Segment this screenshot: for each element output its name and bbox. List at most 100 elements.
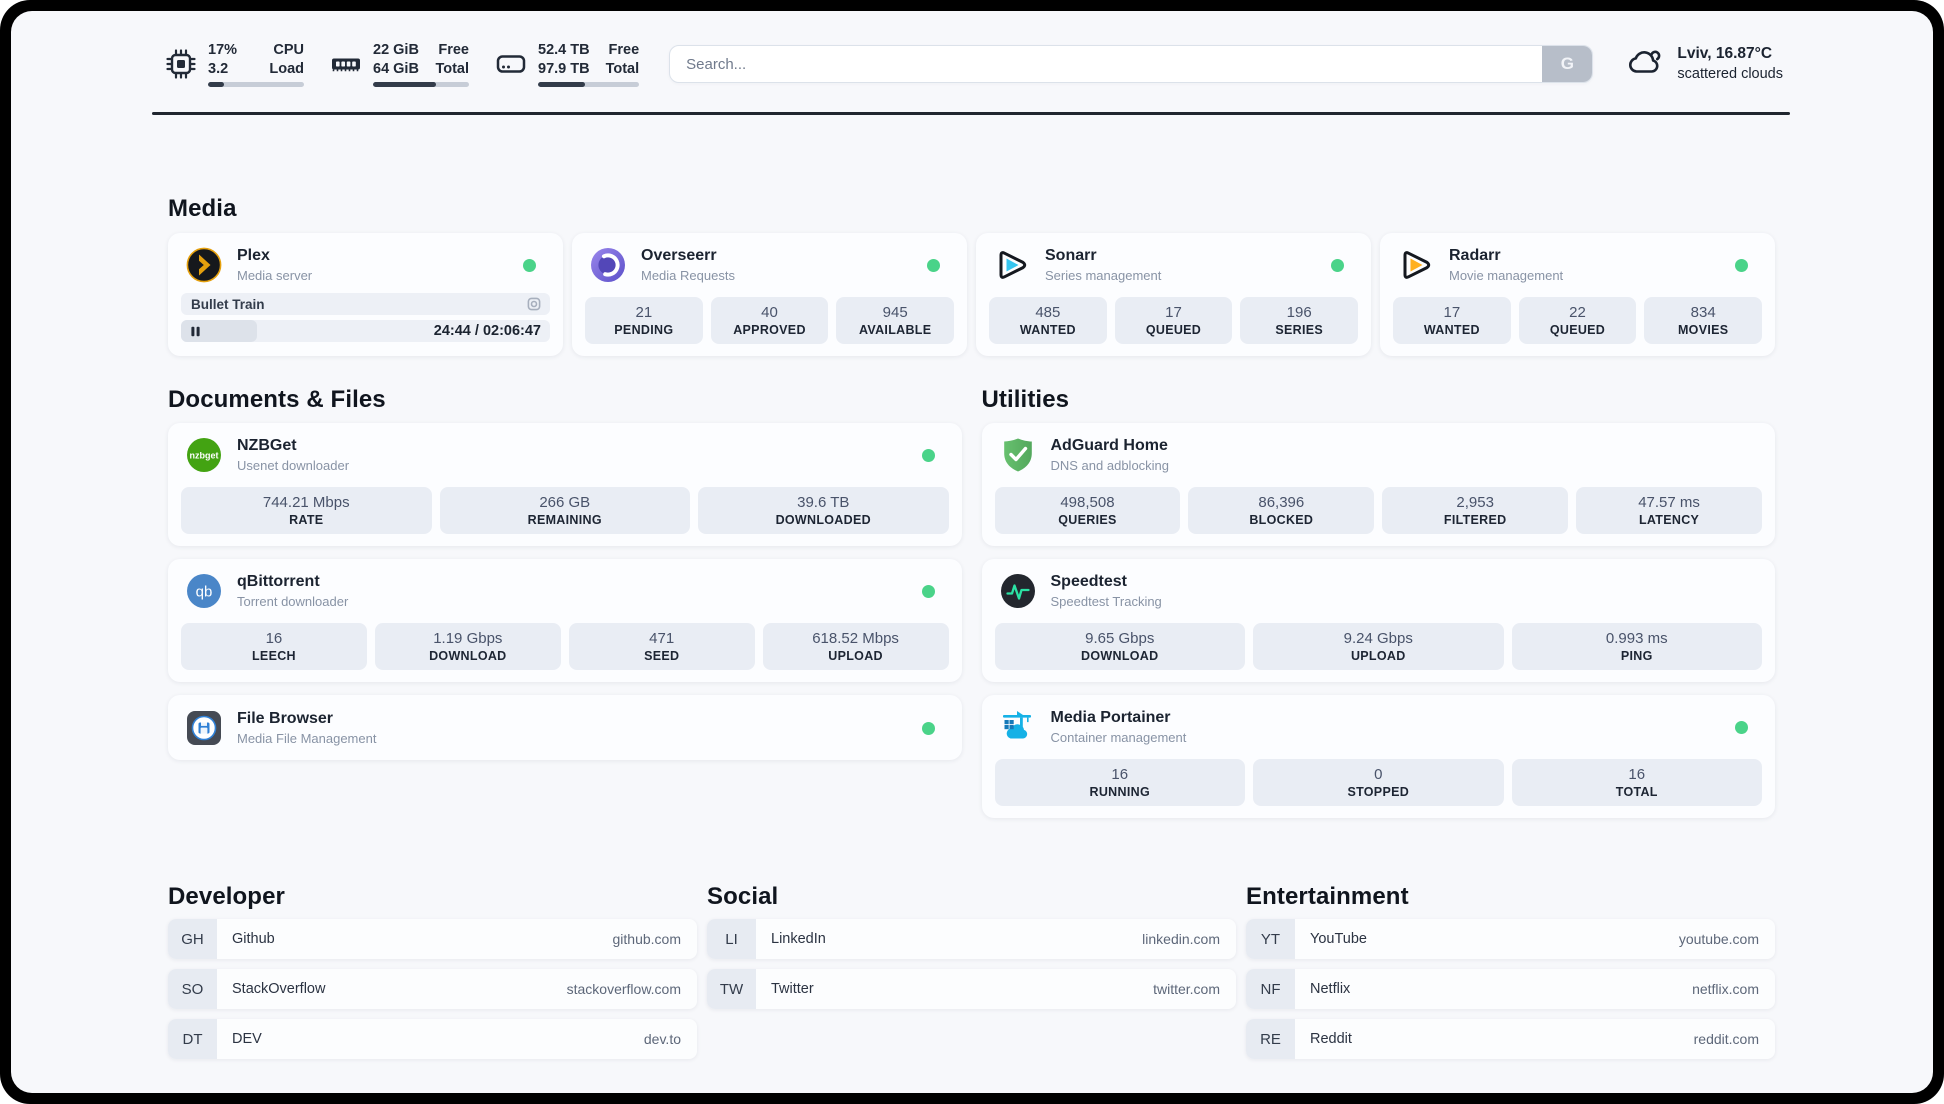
main-content: Media Plex	[168, 11, 1775, 1059]
playback-progress-row: 24:44 / 02:06:47	[181, 320, 550, 343]
app-card-nzbget[interactable]: nzbget NZBGet Usenet downloader	[168, 423, 962, 546]
weather-widget: Lviv, 16.87°C scattered clouds	[1623, 41, 1783, 88]
status-dot-online	[1735, 258, 1748, 272]
stat-row: 485 WANTED 17 QUEUED 196 SERIES	[989, 297, 1359, 344]
stat-box: 17 WANTED	[1393, 297, 1511, 344]
bookmark-name: Reddit	[1310, 1031, 1352, 1047]
app-card-portainer[interactable]: Media Portainer Container management 16 …	[981, 695, 1775, 818]
app-card-plex[interactable]: Plex Media server Bullet Train	[168, 233, 563, 356]
bookmark-section-developer: Developer GH Github github.com SO StackO…	[168, 883, 697, 1059]
stat-row: 744.21 Mbps RATE 266 GB REMAINING 39.6 T…	[181, 487, 949, 534]
app-name: Plex	[237, 247, 270, 264]
bookmark-url: dev.to	[643, 1031, 681, 1047]
stat-row: 21 PENDING 40 APPROVED 945 AVAILABLE	[585, 297, 955, 344]
bookmark-abbr: YT	[1246, 919, 1295, 959]
cpu-load-value: 3.2	[208, 60, 229, 77]
bookmark-url: stackoverflow.com	[566, 981, 681, 997]
bookmark-netflix[interactable]: NF Netflix netflix.com	[1246, 969, 1775, 1009]
app-card-overseerr[interactable]: Overseerr Media Requests 21 PENDING	[572, 233, 967, 356]
app-card-qbittorrent[interactable]: qb qBittorrent Torrent downloader	[168, 559, 962, 682]
app-description: Usenet downloader	[237, 458, 350, 473]
app-name: Overseerr	[641, 247, 717, 264]
app-description: Media Requests	[641, 268, 735, 283]
bookmark-section-entertainment: Entertainment YT YouTube youtube.com NF …	[1246, 883, 1775, 1059]
status-dot-online	[921, 448, 935, 462]
app-card-radarr[interactable]: Radarr Movie management 17 WANTED 2	[1380, 233, 1775, 356]
bookmark-abbr: SO	[168, 969, 217, 1009]
bookmark-section-social: Social LI LinkedIn linkedin.com TW Twitt…	[707, 883, 1236, 1009]
dashboard-background: 17% 3.2 CPU Load	[11, 11, 1933, 1093]
bookmark-twitter[interactable]: TW Twitter twitter.com	[707, 969, 1236, 1009]
bookmark-github[interactable]: GH Github github.com	[168, 919, 697, 959]
stat-box: 0 STOPPED	[1253, 759, 1504, 806]
media-card-grid: Plex Media server Bullet Train	[168, 233, 1775, 356]
cpu-progress-bar	[208, 82, 304, 88]
disk-total-value: 97.9 TB	[538, 60, 590, 77]
bookmark-dev[interactable]: DT DEV dev.to	[168, 1019, 697, 1059]
memory-progress-bar	[373, 82, 469, 88]
bookmark-abbr: LI	[707, 919, 756, 959]
bookmark-abbr: GH	[168, 919, 217, 959]
bookmark-abbr: RE	[1246, 1019, 1295, 1059]
bookmark-url: netflix.com	[1692, 981, 1759, 997]
pause-button[interactable]	[181, 320, 257, 343]
memory-free-label: Free	[438, 41, 469, 58]
utilities-column: Utilities	[981, 386, 1775, 818]
cpu-label: CPU	[273, 41, 304, 58]
app-card-speedtest[interactable]: Speedtest Speedtest Tracking 9.65 Gbps D…	[981, 559, 1775, 682]
app-card-adguard[interactable]: AdGuard Home DNS and adblocking 498,508 …	[981, 423, 1775, 546]
stat-box: 39.6 TB DOWNLOADED	[698, 487, 949, 534]
stat-box: 266 GB REMAINING	[439, 487, 690, 534]
bookmark-stackoverflow[interactable]: SO StackOverflow stackoverflow.com	[168, 969, 697, 1009]
app-description: Torrent downloader	[237, 594, 349, 609]
bookmark-name: Twitter	[771, 981, 814, 997]
disk-drive-icon	[493, 46, 529, 82]
app-description: Media File Management	[237, 730, 377, 746]
cpu-usage-percent: 17%	[208, 41, 238, 58]
search-input[interactable]	[669, 45, 1594, 83]
overseerr-icon	[589, 246, 627, 284]
status-dot-online	[1735, 720, 1748, 734]
memory-widget: 22 GiB 64 GiB Free Total	[328, 41, 469, 88]
app-name: File Browser	[237, 709, 334, 727]
bookmark-linkedin[interactable]: LI LinkedIn linkedin.com	[707, 919, 1236, 959]
stat-box: 22 QUEUED	[1518, 297, 1637, 344]
top-bar: 17% 3.2 CPU Load	[163, 35, 1783, 93]
app-card-sonarr[interactable]: Sonarr Series management 485 WANTED	[976, 233, 1371, 356]
bookmark-url: github.com	[612, 931, 681, 947]
header-divider	[152, 112, 1790, 115]
disk-progress-bar	[538, 82, 640, 88]
stat-row: 9.65 Gbps DOWNLOAD 9.24 Gbps UPLOAD 0.99…	[994, 623, 1762, 670]
stat-box: 945 AVAILABLE	[836, 297, 955, 344]
bookmark-youtube[interactable]: YT YouTube youtube.com	[1246, 919, 1775, 959]
app-name: Sonarr	[1045, 247, 1097, 264]
stat-box: 2,953 FILTERED	[1382, 487, 1569, 534]
pause-icon	[191, 326, 200, 336]
plex-now-playing: Bullet Train	[181, 293, 550, 343]
stat-box: 618.52 Mbps UPLOAD	[762, 623, 949, 670]
stat-box: 40 APPROVED	[710, 297, 829, 344]
bookmark-url: reddit.com	[1693, 1031, 1759, 1047]
app-name: AdGuard Home	[1050, 437, 1168, 454]
disk-free-label: Free	[608, 41, 640, 58]
memory-free-value: 22 GiB	[373, 41, 419, 58]
stat-box: 86,396 BLOCKED	[1188, 487, 1375, 534]
search-engine-button[interactable]: G	[1542, 46, 1593, 82]
cpu-widget: 17% 3.2 CPU Load	[163, 41, 304, 88]
bookmark-abbr: NF	[1246, 969, 1295, 1009]
search-bar: G	[669, 45, 1594, 83]
bookmark-url: youtube.com	[1678, 931, 1759, 947]
svg-text:nzbget: nzbget	[190, 451, 219, 461]
section-title-documents: Documents & Files	[168, 386, 386, 413]
app-description: Media server	[237, 268, 313, 283]
app-card-filebrowser[interactable]: File Browser Media File Management	[168, 695, 962, 760]
bookmark-name: LinkedIn	[771, 931, 826, 947]
bookmark-abbr: TW	[707, 969, 756, 1009]
bookmark-reddit[interactable]: RE Reddit reddit.com	[1246, 1019, 1775, 1059]
cloud-icon	[1623, 41, 1665, 88]
section-title-utilities: Utilities	[981, 386, 1070, 413]
section-title-social: Social	[707, 883, 779, 910]
bookmark-name: DEV	[232, 1031, 262, 1047]
status-dot-online	[921, 584, 935, 598]
speedtest-icon	[999, 572, 1037, 610]
